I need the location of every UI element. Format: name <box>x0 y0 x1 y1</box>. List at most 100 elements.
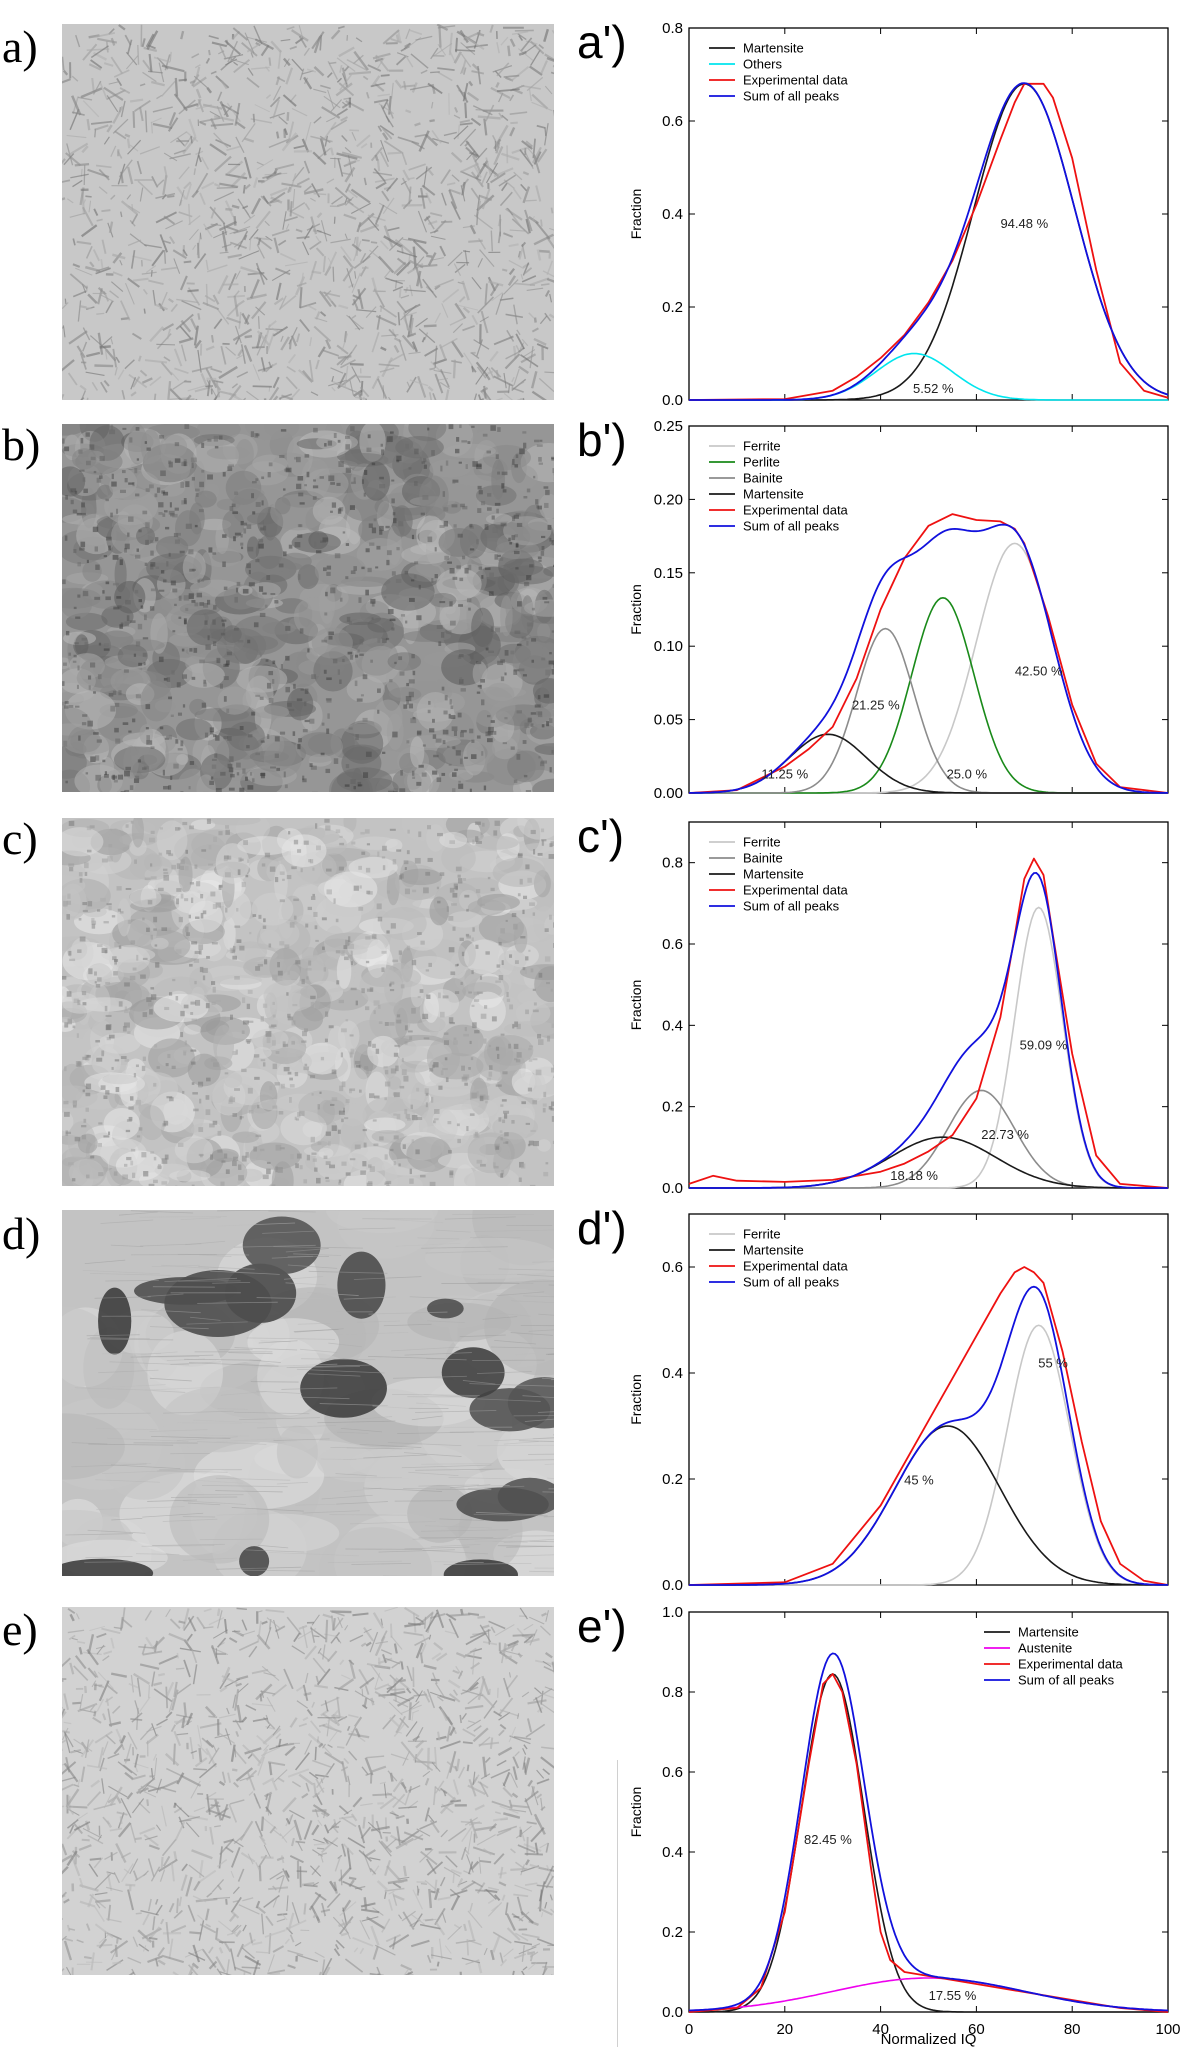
x-tick-label: 60 <box>968 2021 985 2038</box>
legend-label: Others <box>743 57 783 72</box>
percentage-annotation: 55 % <box>1038 1356 1068 1371</box>
chart-e-prime: e') 0.0 0.2 0.4 0.6 0.8 1.0 0 20 40 60 80 100 Fractio… <box>577 1600 1181 2047</box>
legend-label: Martensite <box>1018 1625 1079 1640</box>
panel-label-d: d) <box>2 1208 41 1259</box>
y-tick-label: 0.6 <box>662 1764 683 1781</box>
legend-label: Martensite <box>743 867 804 882</box>
legend-label: Perlite <box>743 455 780 470</box>
series-experimental-data <box>688 1266 1169 1586</box>
series-sum-of-all-peaks <box>688 1652 1169 2012</box>
panel-label-b: b) <box>2 419 41 470</box>
y-tick-label: 0.2 <box>662 299 683 316</box>
panel-label-a: a) <box>2 21 38 72</box>
panel-label-c: c) <box>2 813 38 864</box>
micrograph-c-svg <box>62 818 554 1186</box>
plot-frame <box>688 1611 1169 2013</box>
percentage-annotation: 21.25 % <box>852 697 900 712</box>
chart-panel-label: e') <box>577 1600 627 1652</box>
micrograph-c <box>62 818 554 1186</box>
y-tick-label: 0.2 <box>662 1471 683 1488</box>
series-experimental-data <box>688 82 1169 401</box>
legend-label: Martensite <box>743 1243 804 1258</box>
legend-label: Experimental data <box>743 503 849 518</box>
y-tick-label: 0.8 <box>662 1684 683 1701</box>
legend-label: Sum of all peaks <box>743 899 840 914</box>
percentage-annotation: 94.48 % <box>1000 216 1048 231</box>
chart-panel-label: d') <box>577 1202 627 1254</box>
percentage-annotation: 45 % <box>904 1472 934 1487</box>
percentage-annotation: 17.55 % <box>929 1988 977 2003</box>
legend-label: Martensite <box>743 41 804 56</box>
y-axis-label: Fraction <box>628 1787 644 1838</box>
series-ferrite <box>689 1324 1169 1586</box>
y-tick-label: 0.0 <box>662 392 683 409</box>
x-axis-label: Normalized IQ <box>881 2031 977 2047</box>
percentage-annotation: 59.09 % <box>1020 1038 1068 1053</box>
x-tick-label: 100 <box>1155 2021 1180 2038</box>
micrograph-e-svg <box>62 1607 554 1975</box>
y-axis-label: Fraction <box>628 584 644 635</box>
legend-label: Experimental data <box>743 1259 849 1274</box>
y-tick-label: 0.0 <box>662 1180 683 1197</box>
legend-label: Austenite <box>1018 1641 1072 1656</box>
chart-panel-label: c') <box>577 810 624 862</box>
legend-label: Ferrite <box>743 1227 781 1242</box>
y-tick-label: 0.4 <box>662 1365 683 1382</box>
micrograph-e <box>62 1607 554 1975</box>
y-tick-label: 0.8 <box>662 855 683 872</box>
series-sum-of-all-peaks <box>689 523 1168 794</box>
y-tick-label: 0.0 <box>662 1577 683 1594</box>
legend-label: Sum of all peaks <box>743 519 840 534</box>
legend-label: Experimental data <box>1018 1657 1124 1672</box>
series-sum-of-all-peaks <box>689 1285 1168 1586</box>
legend-label: Sum of all peaks <box>1018 1673 1115 1688</box>
series-experimental-data <box>688 1673 1169 2013</box>
micrograph-a <box>62 24 554 400</box>
micrograph-b-svg <box>62 424 554 792</box>
micrograph-a-svg <box>62 24 554 400</box>
micrograph-d-svg <box>62 1210 554 1576</box>
legend-label: Sum of all peaks <box>743 1275 840 1290</box>
percentage-annotation: 11.25 % <box>761 766 808 781</box>
y-tick-label: 0.2 <box>662 1924 683 1941</box>
y-axis-label: Fraction <box>628 189 644 240</box>
y-tick-label: 0.4 <box>662 1017 683 1034</box>
legend-label: Experimental data <box>743 883 849 898</box>
legend-label: Ferrite <box>743 439 781 454</box>
chart-c-prime: c') 0.0 0.2 0.4 0.6 0.8 Fraction 59.09 % 22.73 %… <box>577 810 1169 1197</box>
y-tick-label: 1.0 <box>662 1604 683 1621</box>
y-tick-label: 0.00 <box>654 785 683 802</box>
micrograph-d <box>62 1210 554 1576</box>
y-tick-label: 0.15 <box>654 565 683 582</box>
panel-label-e: e) <box>2 1604 38 1655</box>
x-tick-label: 80 <box>1064 2021 1081 2038</box>
y-tick-label: 0.6 <box>662 1259 683 1276</box>
series-ferrite <box>689 542 1168 794</box>
y-tick-label: 0.05 <box>654 712 683 729</box>
series-sum-of-all-peaks <box>689 871 1168 1189</box>
series-experimental-data <box>688 857 1169 1189</box>
legend-label: Bainite <box>743 851 783 866</box>
micrograph-b <box>62 424 554 792</box>
y-tick-label: 0.4 <box>662 1844 683 1861</box>
y-tick-label: 0.2 <box>662 1099 683 1116</box>
y-axis-label: Fraction <box>628 1374 644 1425</box>
y-tick-label: 0.6 <box>662 113 683 130</box>
x-tick-label: 20 <box>776 2021 793 2038</box>
percentage-annotation: 42.50 % <box>1015 664 1063 679</box>
y-tick-label: 0.6 <box>662 936 683 953</box>
percentage-annotation: 22.73 % <box>981 1127 1029 1142</box>
x-tick-label: 40 <box>872 2021 889 2038</box>
series-sum-of-all-peaks <box>689 82 1169 401</box>
percentage-annotation: 82.45 % <box>804 1832 852 1847</box>
chart-b-prime: b') 0.00 0.05 0.10 0.15 0.20 0.25 Fraction 42.50… <box>577 414 1169 802</box>
x-tick-label: 0 <box>685 2021 693 2038</box>
series-martensite <box>689 1425 1168 1586</box>
y-tick-label: 0.8 <box>662 20 683 37</box>
chart-d-prime: d') 0.0 0.2 0.4 0.6 Fraction 55 % 45 % FerriteMa… <box>577 1202 1169 1594</box>
panel-divider <box>617 1760 618 2047</box>
